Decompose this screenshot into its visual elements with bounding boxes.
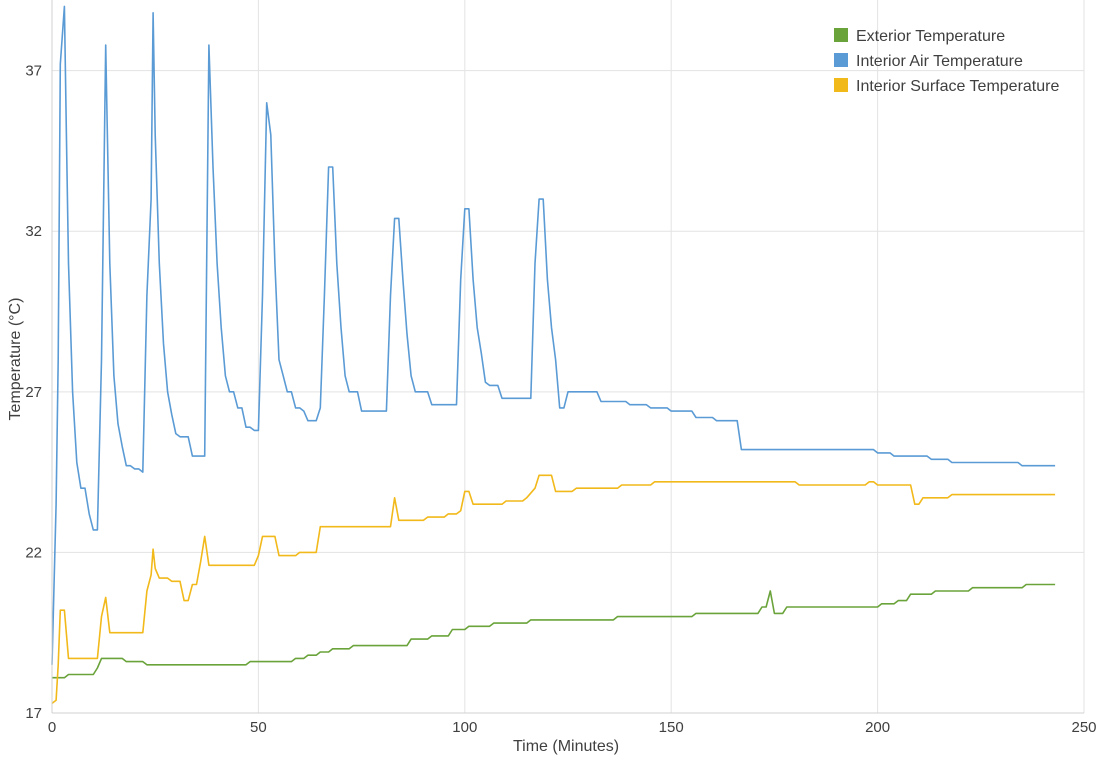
gridlines [52,0,1085,713]
legend-swatch-exterior-temperature [834,28,848,42]
legend: Exterior Temperature Interior Air Tempera… [834,28,1059,95]
legend-label-interior-air-temperature: Interior Air Temperature [856,53,1023,70]
x-tick-label: 50 [250,719,267,736]
x-tick-label: 150 [659,719,684,736]
y-tick-label: 37 [25,63,42,80]
y-tick-label: 22 [25,544,42,561]
x-tick-label: 250 [1071,719,1096,736]
axes: 17 22 27 32 37 0 50 100 150 200 250 [25,0,1097,736]
interior-air-temperature-line [51,5,1056,665]
y-tick-label: 17 [25,705,42,722]
x-tick-label: 100 [452,719,477,736]
y-axis-title: Temperature (°C) [7,298,24,421]
x-tick-label: 200 [865,719,890,736]
y-tick-label: 27 [25,384,42,401]
legend-swatch-interior-air-temperature [834,53,848,67]
y-tick-label: 32 [25,223,42,240]
exterior-temperature-line [52,583,1056,679]
series-lines [51,5,1056,705]
interior-surface-temperature-line [51,474,1056,705]
x-tick-label: 0 [48,719,56,736]
legend-label-exterior-temperature: Exterior Temperature [856,28,1005,45]
legend-label-interior-surface-temperature: Interior Surface Temperature [856,78,1059,95]
x-axis-title: Time (Minutes) [513,738,619,755]
legend-swatch-interior-surface-temperature [834,78,848,92]
